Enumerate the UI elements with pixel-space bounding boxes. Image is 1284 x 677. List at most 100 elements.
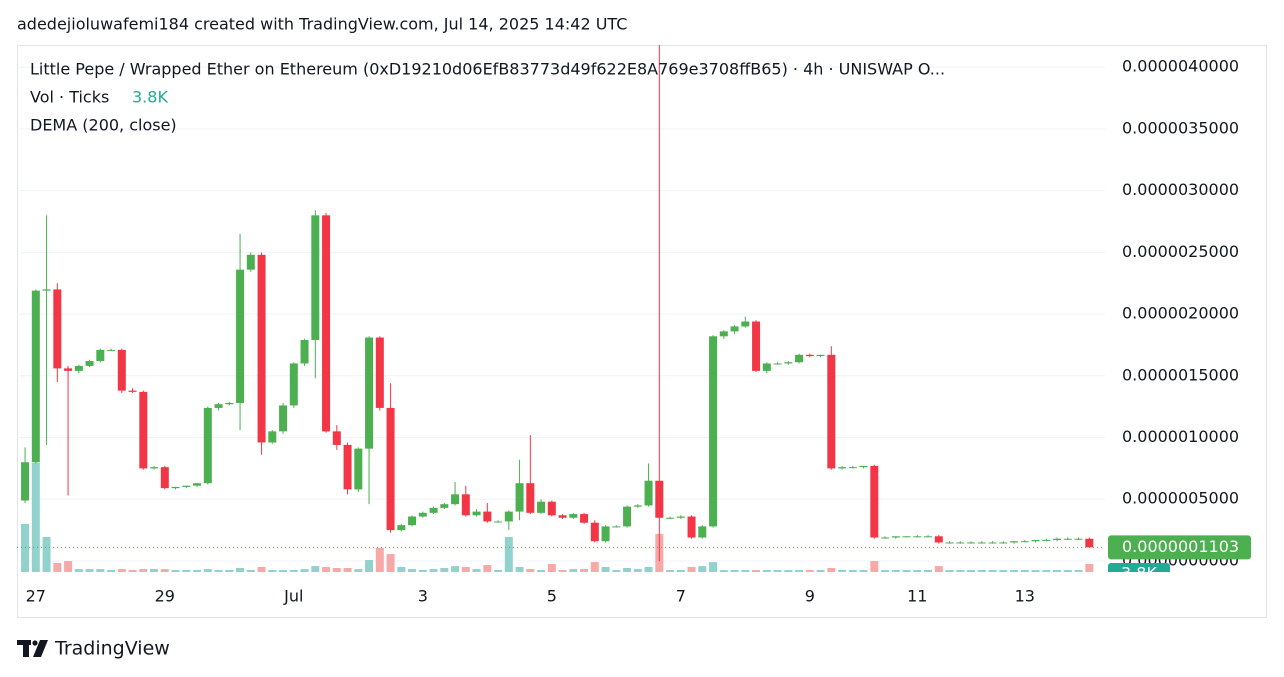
x-tick-label: 13 (1015, 587, 1035, 606)
volume-legend-value: 3.8K (132, 88, 168, 107)
volume-bar (322, 566, 331, 572)
candle-body (440, 504, 449, 508)
x-tick-label: 7 (676, 587, 686, 606)
volume-bar (150, 569, 159, 572)
candle-body (601, 526, 610, 542)
indicator-legend: DEMA (200, close) (30, 116, 177, 135)
volume-bar (623, 567, 632, 572)
candle-body (816, 354, 825, 357)
candle-body (225, 402, 234, 405)
candle-body (1085, 538, 1094, 548)
candle-body (332, 431, 341, 445)
candle-body (838, 467, 847, 469)
candle-body (42, 289, 51, 291)
volume-bar (676, 569, 685, 572)
candle-body (451, 494, 460, 505)
volume-bar (117, 569, 126, 572)
volume-bar (21, 523, 30, 572)
candle-body (418, 512, 427, 517)
volume-bar (537, 569, 546, 572)
candle-body (53, 289, 62, 369)
volume-bar (107, 569, 116, 572)
candle-body (805, 354, 814, 357)
volume-bar (945, 569, 954, 572)
volume-bar (375, 547, 384, 572)
volume-bar (1020, 569, 1029, 572)
candle-body (859, 465, 868, 468)
volume-legend: Vol · Ticks (30, 88, 109, 107)
volume-bar (547, 563, 556, 572)
candle-body (375, 337, 384, 408)
candle-body (494, 521, 503, 523)
candle-body (719, 331, 728, 337)
volume-bar (1074, 569, 1083, 572)
candle-body (730, 326, 739, 332)
volume-bar (64, 561, 73, 572)
time-axis-cover (1106, 572, 1266, 617)
brand-name: TradingView (54, 638, 170, 660)
candle-body (547, 501, 556, 516)
candle-body (945, 542, 954, 544)
candle-body (590, 522, 599, 542)
candle-body (612, 526, 621, 528)
volume-bar (601, 566, 610, 572)
volume-bar (999, 569, 1008, 572)
x-tick-label: 5 (547, 587, 557, 606)
volume-bar (1085, 563, 1094, 572)
candle-body (31, 290, 40, 463)
candle-body (214, 404, 223, 408)
candle-body (193, 483, 202, 486)
candle-body (1031, 539, 1040, 542)
chart-frame (17, 45, 1267, 618)
volume-bar (408, 569, 417, 572)
volume-bar (1053, 569, 1062, 572)
volume-bar (784, 569, 793, 572)
candle-body (773, 363, 782, 365)
volume-bar (934, 566, 943, 572)
volume-bar (451, 566, 460, 572)
volume-bar (902, 569, 911, 572)
candle-body (236, 269, 245, 403)
candle-body (644, 480, 653, 506)
last-price-box (1108, 535, 1251, 560)
volume-bar (612, 569, 621, 572)
x-tick-label: 3 (418, 587, 428, 606)
volume-bar (193, 569, 202, 572)
candle-body (569, 514, 578, 518)
candle-body (397, 525, 406, 531)
volume-bar (429, 569, 438, 572)
volume-bar (483, 565, 492, 572)
candle-body (988, 542, 997, 544)
candle-body (881, 537, 890, 539)
candle-body (537, 501, 546, 513)
candle-body (934, 536, 943, 543)
volume-bar (236, 567, 245, 572)
candle-body (741, 321, 750, 327)
last-price-label: 0.0000001103 (1122, 537, 1239, 556)
candle-body (311, 215, 320, 341)
candle-body (924, 536, 933, 538)
candle-body (107, 349, 116, 351)
volume-bar (709, 562, 718, 572)
volume-bar (1063, 569, 1072, 572)
candle-body (354, 448, 363, 490)
volume-bar (128, 569, 137, 572)
volume-bar (246, 569, 255, 572)
volume-bar (805, 569, 814, 572)
x-tick-label: 29 (155, 587, 175, 606)
candle-body (709, 336, 718, 527)
candle-body (472, 511, 481, 516)
volume-bar (762, 569, 771, 572)
x-tick-label: Jul (283, 587, 303, 606)
y-tick-label: 0.0000005000 (1122, 489, 1239, 508)
volume-bar (956, 569, 965, 572)
volume-bar (53, 562, 62, 572)
header-text: adedejioluwafemi184 created with Trading… (17, 15, 627, 34)
volume-bar (773, 569, 782, 572)
x-tick-label: 11 (907, 587, 927, 606)
candle-body (676, 516, 685, 518)
volume-bar (590, 562, 599, 572)
volume-bar (569, 569, 578, 572)
candle-body (117, 349, 126, 391)
